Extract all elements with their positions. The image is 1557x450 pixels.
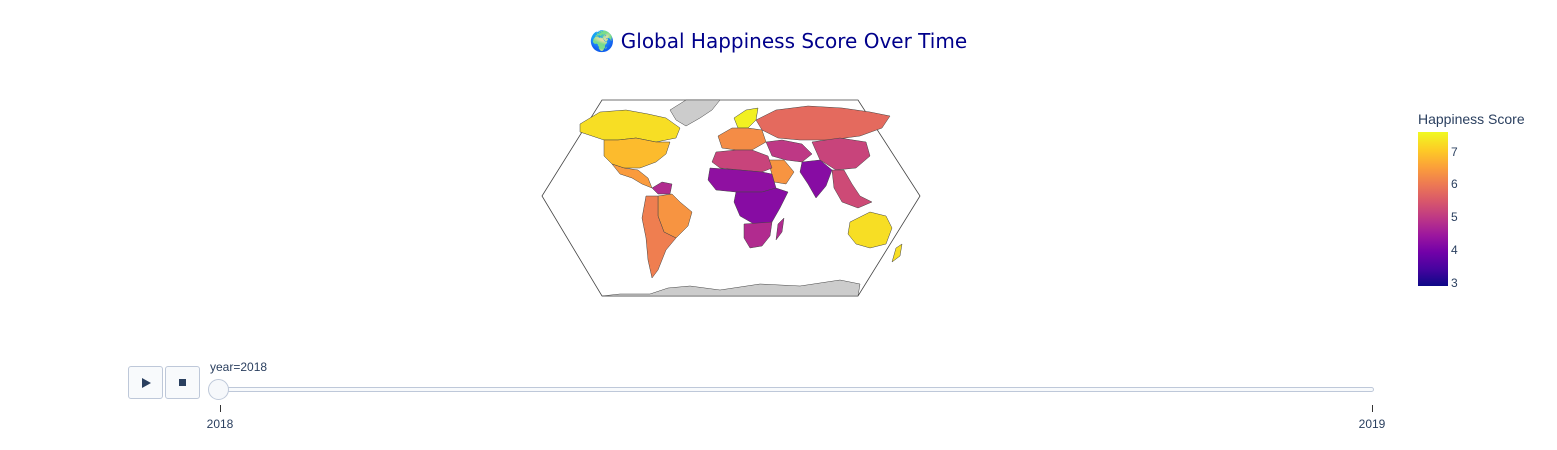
region-india	[799, 159, 833, 199]
region-se-asia	[831, 169, 873, 209]
colorbar-tick-label: 5	[1451, 210, 1458, 225]
colorbar	[1418, 132, 1448, 286]
region-china	[811, 137, 871, 171]
chart-title: 🌍 Global Happiness Score Over Time	[0, 29, 1557, 53]
globe-icon: 🌍	[589, 29, 615, 53]
region-greenland	[669, 99, 721, 127]
region-canada	[579, 109, 681, 143]
slider-current-value: year=2018	[210, 360, 268, 374]
slider-step-tick	[220, 405, 221, 412]
region-madagascar	[775, 217, 785, 241]
region-usa	[603, 137, 671, 169]
region-central-africa	[733, 187, 789, 225]
region-south-america-south	[641, 195, 677, 279]
colorbar-tick-label: 7	[1451, 144, 1458, 159]
slider-handle[interactable]	[208, 379, 229, 400]
colorbar-title: Happiness Score	[1418, 111, 1525, 127]
slider-step-label[interactable]: 2019	[1358, 417, 1386, 431]
slider-rail[interactable]	[210, 387, 1374, 392]
region-new-zealand	[891, 243, 903, 263]
world-map[interactable]	[540, 98, 922, 298]
region-russia	[755, 105, 891, 141]
colorbar-tick-label: 3	[1451, 275, 1458, 290]
colorbar-tick-label: 6	[1451, 177, 1458, 192]
play-button[interactable]	[128, 366, 163, 399]
slider-step-tick	[1372, 405, 1373, 412]
chart-title-text: Global Happiness Score Over Time	[620, 29, 968, 53]
colorbar-tick-label: 4	[1451, 242, 1458, 257]
region-north-africa	[711, 149, 773, 173]
region-australia	[847, 211, 893, 249]
region-middle-east	[765, 139, 813, 163]
stop-button[interactable]	[165, 366, 200, 399]
stop-icon	[179, 379, 186, 386]
region-antarctica	[601, 279, 861, 297]
slider-step-label[interactable]: 2018	[206, 417, 234, 431]
region-venezuela	[651, 181, 673, 195]
region-southern-africa	[743, 221, 773, 249]
play-icon	[142, 377, 151, 388]
